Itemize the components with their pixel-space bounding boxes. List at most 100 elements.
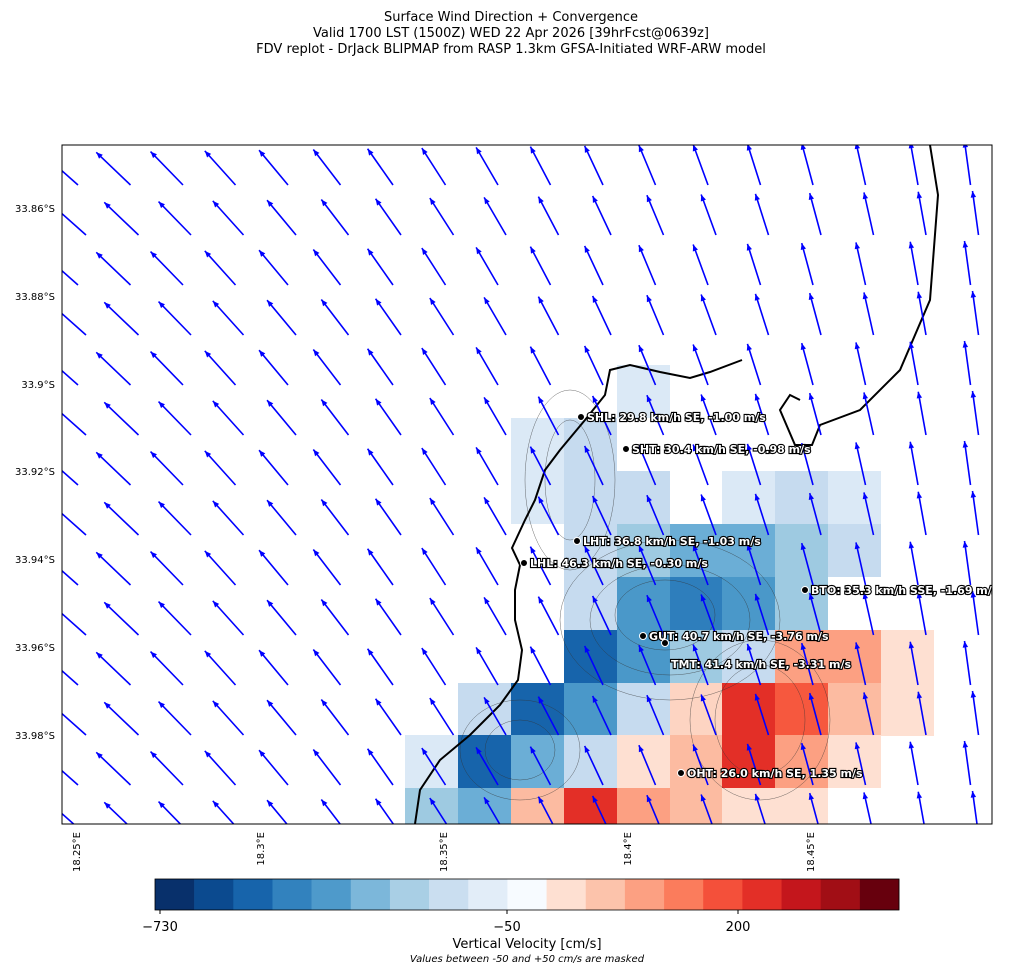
wind-arrow bbox=[475, 446, 499, 486]
wind-arrow bbox=[638, 744, 657, 786]
wind-arrow-head bbox=[916, 291, 923, 299]
wind-arrow-head bbox=[692, 344, 698, 352]
wind-arrow bbox=[754, 593, 770, 636]
wind-arrow-head bbox=[962, 145, 969, 148]
velocity-cell bbox=[564, 577, 617, 630]
wind-arrow-head bbox=[970, 491, 977, 498]
wind-arrow-head bbox=[421, 348, 428, 355]
wind-arrow-head bbox=[204, 750, 212, 758]
wind-arrow-head bbox=[259, 750, 266, 757]
wind-arrow-head bbox=[429, 598, 436, 605]
lat-label: 33.86°S bbox=[15, 204, 55, 215]
wind-arrow bbox=[754, 793, 766, 824]
wind-arrow bbox=[638, 344, 657, 386]
wind-arrow bbox=[700, 794, 713, 824]
wind-arrow-head bbox=[800, 643, 807, 651]
velocity-cell bbox=[511, 788, 564, 824]
lon-label: 18.4°E bbox=[623, 832, 634, 866]
wind-arrow-head bbox=[421, 448, 428, 455]
wind-arrow bbox=[700, 194, 717, 236]
wind-arrow-head bbox=[484, 797, 490, 805]
wind-arrow bbox=[529, 146, 552, 186]
velocity-cell bbox=[617, 683, 670, 736]
wind-arrow bbox=[62, 369, 79, 386]
wind-arrow-head bbox=[96, 252, 103, 259]
wind-arrow bbox=[374, 798, 395, 824]
wind-arrow bbox=[746, 643, 762, 686]
wind-arrow-head bbox=[259, 250, 266, 257]
wind-arrow-head bbox=[808, 293, 815, 301]
wind-arrow-head bbox=[584, 645, 590, 653]
wind-arrow bbox=[537, 696, 560, 736]
wind-arrow bbox=[863, 792, 872, 824]
wind-arrow bbox=[320, 398, 350, 436]
wind-arrow-head bbox=[592, 795, 598, 803]
wind-arrow bbox=[855, 742, 867, 786]
wind-arrow-head bbox=[908, 541, 915, 549]
velocity-cell bbox=[617, 471, 670, 524]
wind-arrow-head bbox=[854, 642, 861, 650]
wind-arrow-head bbox=[970, 591, 977, 598]
wind-arrow bbox=[366, 548, 394, 586]
wind-arrow-head bbox=[158, 401, 165, 409]
wind-arrow-head bbox=[96, 552, 103, 559]
colorbar-swatch bbox=[429, 879, 469, 910]
wind-arrow-head bbox=[854, 242, 861, 250]
wind-arrow-head bbox=[313, 349, 320, 357]
wind-arrow-head bbox=[700, 794, 706, 802]
wind-arrow bbox=[583, 445, 604, 486]
wind-arrow bbox=[754, 393, 770, 436]
wind-arrow-head bbox=[746, 343, 752, 351]
wind-arrow-head bbox=[646, 695, 652, 703]
wind-arrow bbox=[808, 292, 822, 336]
wind-arrow bbox=[421, 347, 447, 386]
wind-arrow bbox=[537, 596, 560, 636]
wind-arrow bbox=[591, 195, 612, 236]
wind-arrow bbox=[366, 648, 394, 686]
wind-arrow-head bbox=[700, 594, 706, 602]
wind-arrow bbox=[212, 700, 245, 736]
wind-arrow-head bbox=[267, 600, 274, 607]
lon-label: 18.35°E bbox=[439, 832, 450, 872]
station-dot bbox=[577, 413, 585, 421]
wind-arrow bbox=[312, 448, 342, 486]
wind-arrow bbox=[808, 792, 819, 824]
wind-arrow-head bbox=[104, 802, 111, 809]
wind-arrow bbox=[475, 646, 499, 686]
wind-arrow bbox=[638, 244, 657, 286]
wind-arrow bbox=[700, 594, 717, 636]
wind-arrow bbox=[646, 794, 660, 824]
wind-arrow-head bbox=[321, 199, 328, 207]
wind-arrow bbox=[583, 545, 604, 586]
wind-arrow bbox=[103, 401, 140, 436]
wind-arrow bbox=[591, 695, 612, 736]
wind-arrow bbox=[258, 649, 289, 686]
velocity-cell bbox=[617, 577, 670, 630]
wind-arrow bbox=[475, 746, 499, 786]
wind-arrow-head bbox=[970, 191, 977, 198]
wind-arrow-head bbox=[421, 648, 428, 655]
wind-arrow-head bbox=[592, 595, 598, 603]
wind-arrow-head bbox=[375, 198, 382, 206]
velocity-cell bbox=[775, 471, 828, 524]
wind-arrow bbox=[646, 694, 665, 736]
wind-arrow bbox=[483, 396, 507, 436]
colorbar-swatch bbox=[155, 879, 195, 910]
lon-label: 18.3°E bbox=[256, 832, 267, 866]
wind-arrow-head bbox=[212, 800, 220, 808]
wind-arrow bbox=[157, 701, 192, 736]
wind-arrow bbox=[366, 748, 394, 786]
wind-arrow bbox=[646, 194, 665, 236]
colorbar-swatch bbox=[507, 879, 547, 910]
wind-arrow bbox=[421, 547, 447, 586]
wind-arrow bbox=[258, 749, 289, 786]
wind-arrow-head bbox=[96, 652, 103, 659]
wind-arrow-head bbox=[50, 703, 57, 709]
wind-arrow bbox=[62, 612, 87, 636]
wind-arrow bbox=[863, 292, 875, 336]
wind-arrow-head bbox=[267, 400, 274, 407]
wind-arrow bbox=[863, 692, 875, 736]
wind-arrow-head bbox=[104, 502, 111, 509]
wind-arrow-head bbox=[421, 248, 428, 255]
